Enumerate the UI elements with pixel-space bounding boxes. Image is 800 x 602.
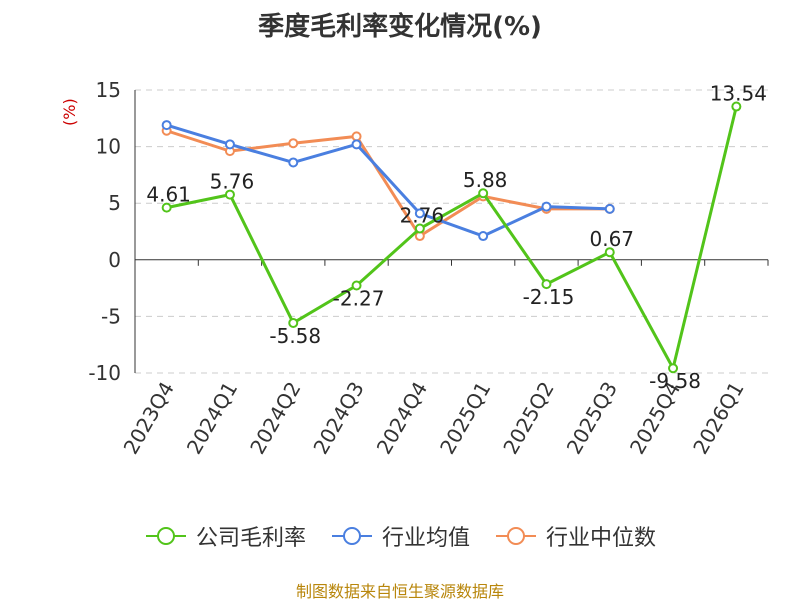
data-point — [351, 139, 362, 150]
data-point — [351, 131, 362, 142]
data-label: 13.54 — [710, 82, 767, 106]
x-tick-label: 2024Q2 — [245, 378, 305, 459]
data-label: -9.58 — [649, 369, 701, 393]
data-point — [414, 208, 425, 219]
data-point — [668, 363, 679, 374]
x-tick-label: 2025Q3 — [562, 378, 622, 459]
data-point — [351, 280, 362, 291]
x-tick-label: 2024Q3 — [308, 378, 368, 459]
data-point — [414, 223, 425, 234]
data-point — [604, 247, 615, 258]
x-tick-label: 2024Q1 — [182, 378, 242, 459]
data-point — [288, 138, 299, 149]
y-tick-label: 0 — [108, 248, 121, 272]
series-line — [166, 129, 610, 238]
x-tick-label: 2025Q1 — [435, 378, 495, 459]
series-line — [166, 123, 610, 238]
data-point — [161, 202, 172, 213]
data-point — [731, 101, 742, 112]
data-label: 4.61 — [146, 183, 191, 207]
legend-item-industry-median[interactable]: 行业中位数 — [494, 520, 656, 552]
x-tick-label: 2023Q4 — [119, 378, 179, 459]
y-tick-label: -5 — [101, 304, 121, 328]
legend-line-marker-icon — [496, 527, 536, 545]
data-point — [478, 231, 489, 242]
data-label: 2.76 — [400, 204, 445, 228]
legend-line-marker-icon — [145, 527, 186, 545]
y-tick-label: -10 — [88, 361, 121, 385]
legend: 公司毛利率 行业均值 行业中位数 — [0, 520, 800, 552]
data-point — [288, 317, 299, 328]
data-point — [478, 188, 489, 199]
data-point — [541, 279, 552, 290]
data-label: -2.27 — [333, 286, 385, 310]
y-tick-label: 10 — [96, 135, 121, 159]
legend-item-industry-mean[interactable]: 行业均值 — [330, 520, 470, 552]
data-label: 0.67 — [589, 227, 634, 251]
data-label: -5.58 — [269, 324, 321, 348]
data-point — [541, 201, 552, 212]
data-point — [224, 139, 235, 150]
data-label: 5.76 — [210, 170, 255, 194]
series-line — [166, 106, 738, 370]
legend-label-industry-mean: 行业均值 — [381, 526, 470, 551]
legend-label-industry-median: 行业中位数 — [546, 526, 657, 551]
data-point — [604, 203, 615, 214]
x-tick-label: 2025Q2 — [498, 378, 558, 459]
y-tick-label: 5 — [108, 191, 121, 215]
legend-label-company: 公司毛利率 — [195, 526, 306, 551]
legend-line-marker-icon — [331, 527, 372, 545]
data-label: 5.88 — [463, 168, 508, 192]
legend-item-company[interactable]: 公司毛利率 — [144, 520, 306, 552]
data-label: -2.15 — [523, 285, 575, 309]
data-point — [161, 120, 172, 131]
chart-title: 季度毛利率变化情况(%) — [258, 12, 542, 42]
y-tick-label: 15 — [96, 78, 121, 102]
data-point — [224, 189, 235, 200]
data-point — [288, 157, 299, 168]
data-source-note: 制图数据来自恒生聚源数据库 — [295, 582, 504, 601]
x-tick-label: 2024Q4 — [372, 378, 432, 459]
